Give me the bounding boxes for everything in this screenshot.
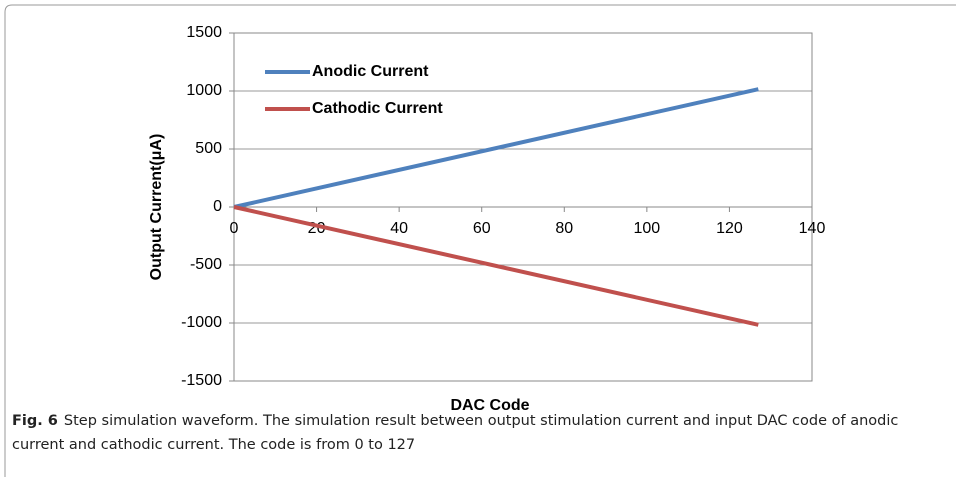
x-tick-label: 40	[390, 220, 408, 237]
y-tick-label: -500	[190, 256, 222, 273]
x-tick-label: 0	[230, 220, 239, 237]
caption-text: Step simulation waveform. The simulation…	[12, 413, 899, 453]
x-tick-label: 60	[473, 220, 491, 237]
x-tick-label: 140	[799, 220, 826, 237]
legend-label: Anodic Current	[312, 63, 429, 80]
y-tick-label: -1000	[181, 314, 222, 331]
caption: Fig. 6 Step simulation waveform. The simu…	[12, 409, 942, 457]
y-tick-label: 1000	[186, 82, 222, 99]
x-tick-label: 80	[555, 220, 573, 237]
y-tick-label: 500	[195, 140, 222, 157]
legend-label: Cathodic Current	[312, 100, 443, 117]
x-tick-label: 120	[716, 220, 743, 237]
y-tick-label: 0	[213, 198, 222, 215]
series-line	[233, 87, 759, 209]
figure-frame	[4, 4, 956, 477]
x-axis-title: DAC Code	[450, 397, 529, 414]
caption-label: Fig. 6	[12, 413, 58, 429]
series-line	[233, 205, 759, 327]
y-axis-title: Output Current(μA)	[148, 134, 165, 281]
x-tick-label: 100	[634, 220, 661, 237]
y-tick-label: -1500	[181, 372, 222, 389]
y-tick-label: 1500	[186, 24, 222, 41]
